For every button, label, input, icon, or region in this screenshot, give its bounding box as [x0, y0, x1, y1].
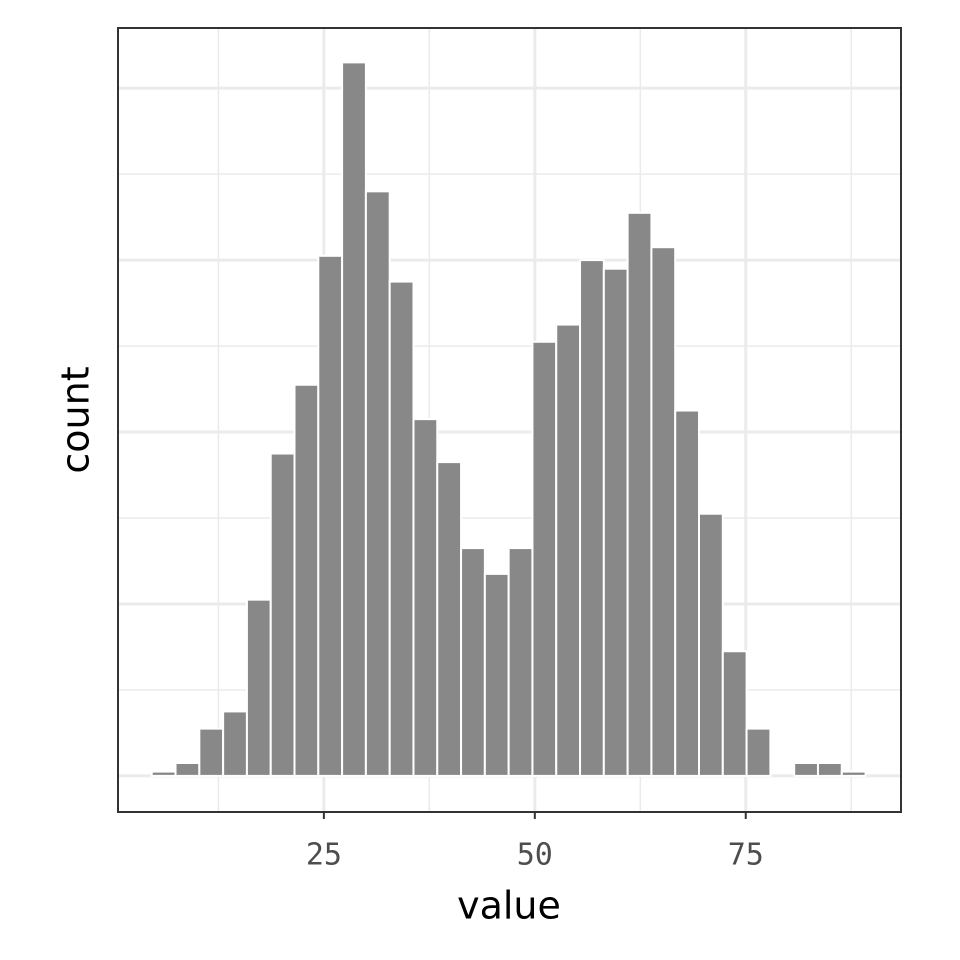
bar	[840, 770, 867, 777]
bar	[579, 259, 605, 777]
bar	[388, 280, 415, 777]
bar	[602, 267, 629, 777]
bar	[698, 512, 724, 777]
bar	[650, 246, 677, 777]
x-tick-label: 50	[517, 838, 553, 873]
bar	[507, 547, 534, 777]
bar	[317, 254, 344, 777]
bar	[412, 418, 439, 777]
bar	[198, 727, 225, 777]
bar	[293, 383, 320, 777]
bar	[531, 340, 558, 777]
x-axis-title: value	[457, 884, 561, 928]
bar	[555, 323, 582, 777]
bar	[222, 710, 248, 777]
bar	[816, 762, 843, 777]
bar	[745, 727, 772, 777]
bar	[483, 572, 510, 777]
bar	[674, 409, 701, 777]
bar	[364, 190, 391, 777]
x-tick-label: 25	[306, 838, 342, 873]
bar	[460, 547, 486, 777]
y-axis-title: count	[54, 366, 98, 473]
bar	[793, 762, 819, 777]
bar	[721, 650, 748, 777]
bar	[269, 452, 296, 777]
bar	[341, 61, 367, 777]
bar	[174, 762, 201, 777]
bar	[150, 770, 177, 777]
plot-border	[117, 27, 902, 813]
bar	[245, 598, 272, 777]
bar	[626, 211, 653, 777]
bar	[436, 461, 463, 777]
x-tick-label: 75	[728, 838, 764, 873]
